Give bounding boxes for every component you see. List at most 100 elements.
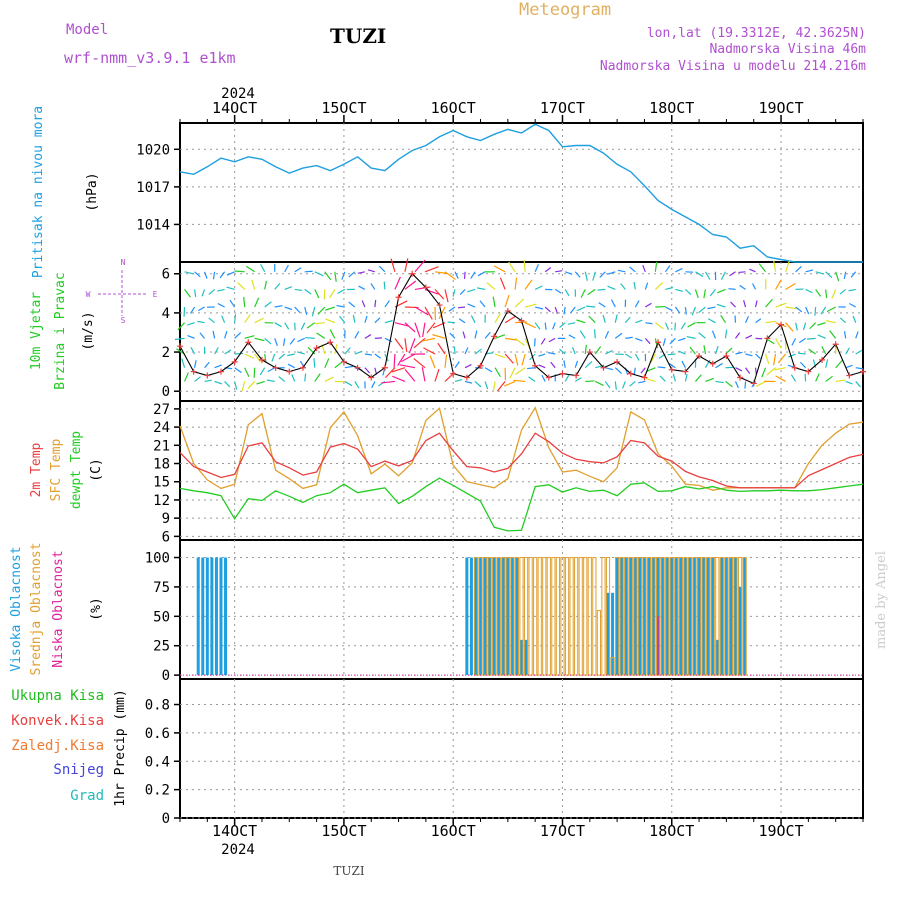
mid-cloud-bar bbox=[701, 557, 706, 676]
bottom-tick-label-5: 19OCT bbox=[758, 822, 803, 840]
wind-arrow bbox=[394, 337, 404, 350]
wind-arrow bbox=[181, 358, 186, 368]
wind-arrow bbox=[541, 374, 546, 382]
wind-arrow bbox=[404, 322, 416, 333]
high-cloud-bar bbox=[688, 557, 692, 676]
wind-arrow bbox=[584, 271, 588, 281]
wind-arrow bbox=[371, 381, 376, 389]
mid-cloud-bar bbox=[546, 557, 551, 676]
wind-arrow bbox=[515, 367, 526, 375]
wind-arrow bbox=[314, 322, 325, 325]
wind-arrow bbox=[234, 367, 242, 374]
wind-arrow bbox=[852, 315, 857, 323]
ytick-label-wind-1: 2 bbox=[162, 345, 170, 361]
wind-arrow bbox=[629, 380, 636, 387]
wind-arrow bbox=[201, 289, 206, 297]
wind-arrow bbox=[383, 281, 386, 290]
wind-speed-marker bbox=[177, 343, 183, 350]
wind-arrow bbox=[354, 331, 360, 339]
wind-arrow bbox=[634, 300, 640, 308]
wind-arrow bbox=[755, 353, 761, 359]
wind-arrow bbox=[764, 353, 770, 365]
bottom-year-label: 2024 bbox=[221, 842, 255, 858]
wind-arrow bbox=[592, 271, 596, 281]
wind-arrow bbox=[808, 348, 816, 355]
wind-arrow bbox=[271, 353, 276, 362]
wind-speed-marker bbox=[204, 372, 211, 379]
wind-speed-marker bbox=[409, 270, 416, 277]
wind-arrow bbox=[817, 334, 826, 339]
high-cloud-bar bbox=[214, 557, 218, 676]
wind-arrow bbox=[825, 375, 833, 382]
wind-arrow bbox=[674, 322, 677, 331]
wind-arrow bbox=[401, 353, 416, 363]
wind-arrow bbox=[453, 346, 456, 355]
wind-arrow bbox=[703, 289, 707, 299]
high-cloud-bar bbox=[510, 557, 514, 676]
top-tick-label-0: 14OCT bbox=[212, 99, 257, 117]
wind-arrow bbox=[845, 364, 853, 369]
high-cloud-bar bbox=[711, 557, 715, 676]
wind-arrow bbox=[404, 280, 417, 290]
bottom-tick-label-3: 17OCT bbox=[540, 822, 585, 840]
wind-arrow bbox=[306, 322, 316, 329]
ytick-label-temperature-0: 6 bbox=[162, 529, 170, 545]
wind-arrow bbox=[325, 306, 335, 311]
wind-arrow bbox=[438, 306, 446, 319]
wind-arrow bbox=[208, 317, 215, 324]
wind-arrow bbox=[814, 306, 817, 316]
wind-arrow bbox=[765, 320, 776, 324]
model-name: wrf-nmm_v3.9.1 e1km bbox=[64, 49, 236, 67]
wind-arrow bbox=[197, 320, 205, 324]
wind-arrow bbox=[509, 367, 516, 379]
wind-arrow bbox=[594, 346, 602, 355]
wind-arrow bbox=[467, 288, 476, 293]
wind-arrow bbox=[244, 367, 250, 378]
wind-arrow bbox=[253, 367, 256, 378]
wind-arrow bbox=[675, 267, 683, 273]
wind-arrow bbox=[684, 306, 687, 315]
mid-cloud-bar bbox=[605, 557, 611, 676]
wind-arrow bbox=[414, 306, 429, 316]
wind-arrow bbox=[444, 271, 456, 281]
wind-arrow bbox=[452, 289, 456, 297]
wind-arrow bbox=[323, 289, 326, 300]
wind-arrow bbox=[447, 321, 456, 324]
high-cloud-bar bbox=[201, 557, 205, 676]
wind-arrow bbox=[855, 367, 863, 370]
wind-arrow bbox=[260, 263, 266, 273]
bottom-tick-label-2: 16OCT bbox=[431, 822, 476, 840]
ytick-label-wind-2: 4 bbox=[162, 306, 170, 322]
wind-speed-marker bbox=[573, 372, 580, 379]
wind-arrow bbox=[711, 330, 717, 339]
wind-arrow bbox=[390, 258, 396, 272]
wind-arrow bbox=[650, 353, 656, 364]
wind-arrow bbox=[584, 361, 593, 369]
wind-arrow bbox=[544, 322, 547, 330]
wind-arrow bbox=[580, 289, 586, 298]
high-cloud-bar bbox=[720, 557, 724, 676]
wind-arrow bbox=[364, 334, 372, 339]
wind-arrow bbox=[226, 271, 235, 276]
wind-arrow bbox=[243, 297, 246, 308]
top-tick-label-2: 16OCT bbox=[431, 99, 476, 117]
wind-arrow bbox=[399, 364, 416, 369]
sfc-temp-line bbox=[179, 406, 864, 491]
wind-arrow bbox=[805, 269, 814, 273]
wind-speed-marker bbox=[231, 358, 238, 365]
ytick-label-wind-3: 6 bbox=[162, 267, 170, 283]
wind-arrow bbox=[217, 288, 225, 292]
high-cloud-bar bbox=[515, 557, 519, 676]
wind-arrow bbox=[602, 314, 606, 323]
wind-arrow bbox=[187, 322, 195, 326]
top-year-label: 2024 bbox=[221, 86, 255, 102]
wind-arrow bbox=[756, 380, 766, 387]
wind-arrow bbox=[464, 347, 469, 355]
ytick-label-pressure-1: 1017 bbox=[136, 180, 170, 196]
wind-arrow bbox=[392, 375, 406, 382]
bottom-tick-label-0: 14OCT bbox=[212, 822, 257, 840]
mid-cloud-bar bbox=[501, 557, 506, 676]
wind-arrow bbox=[314, 373, 321, 382]
wind-arrow bbox=[462, 331, 466, 339]
wind-arrow bbox=[777, 353, 787, 364]
